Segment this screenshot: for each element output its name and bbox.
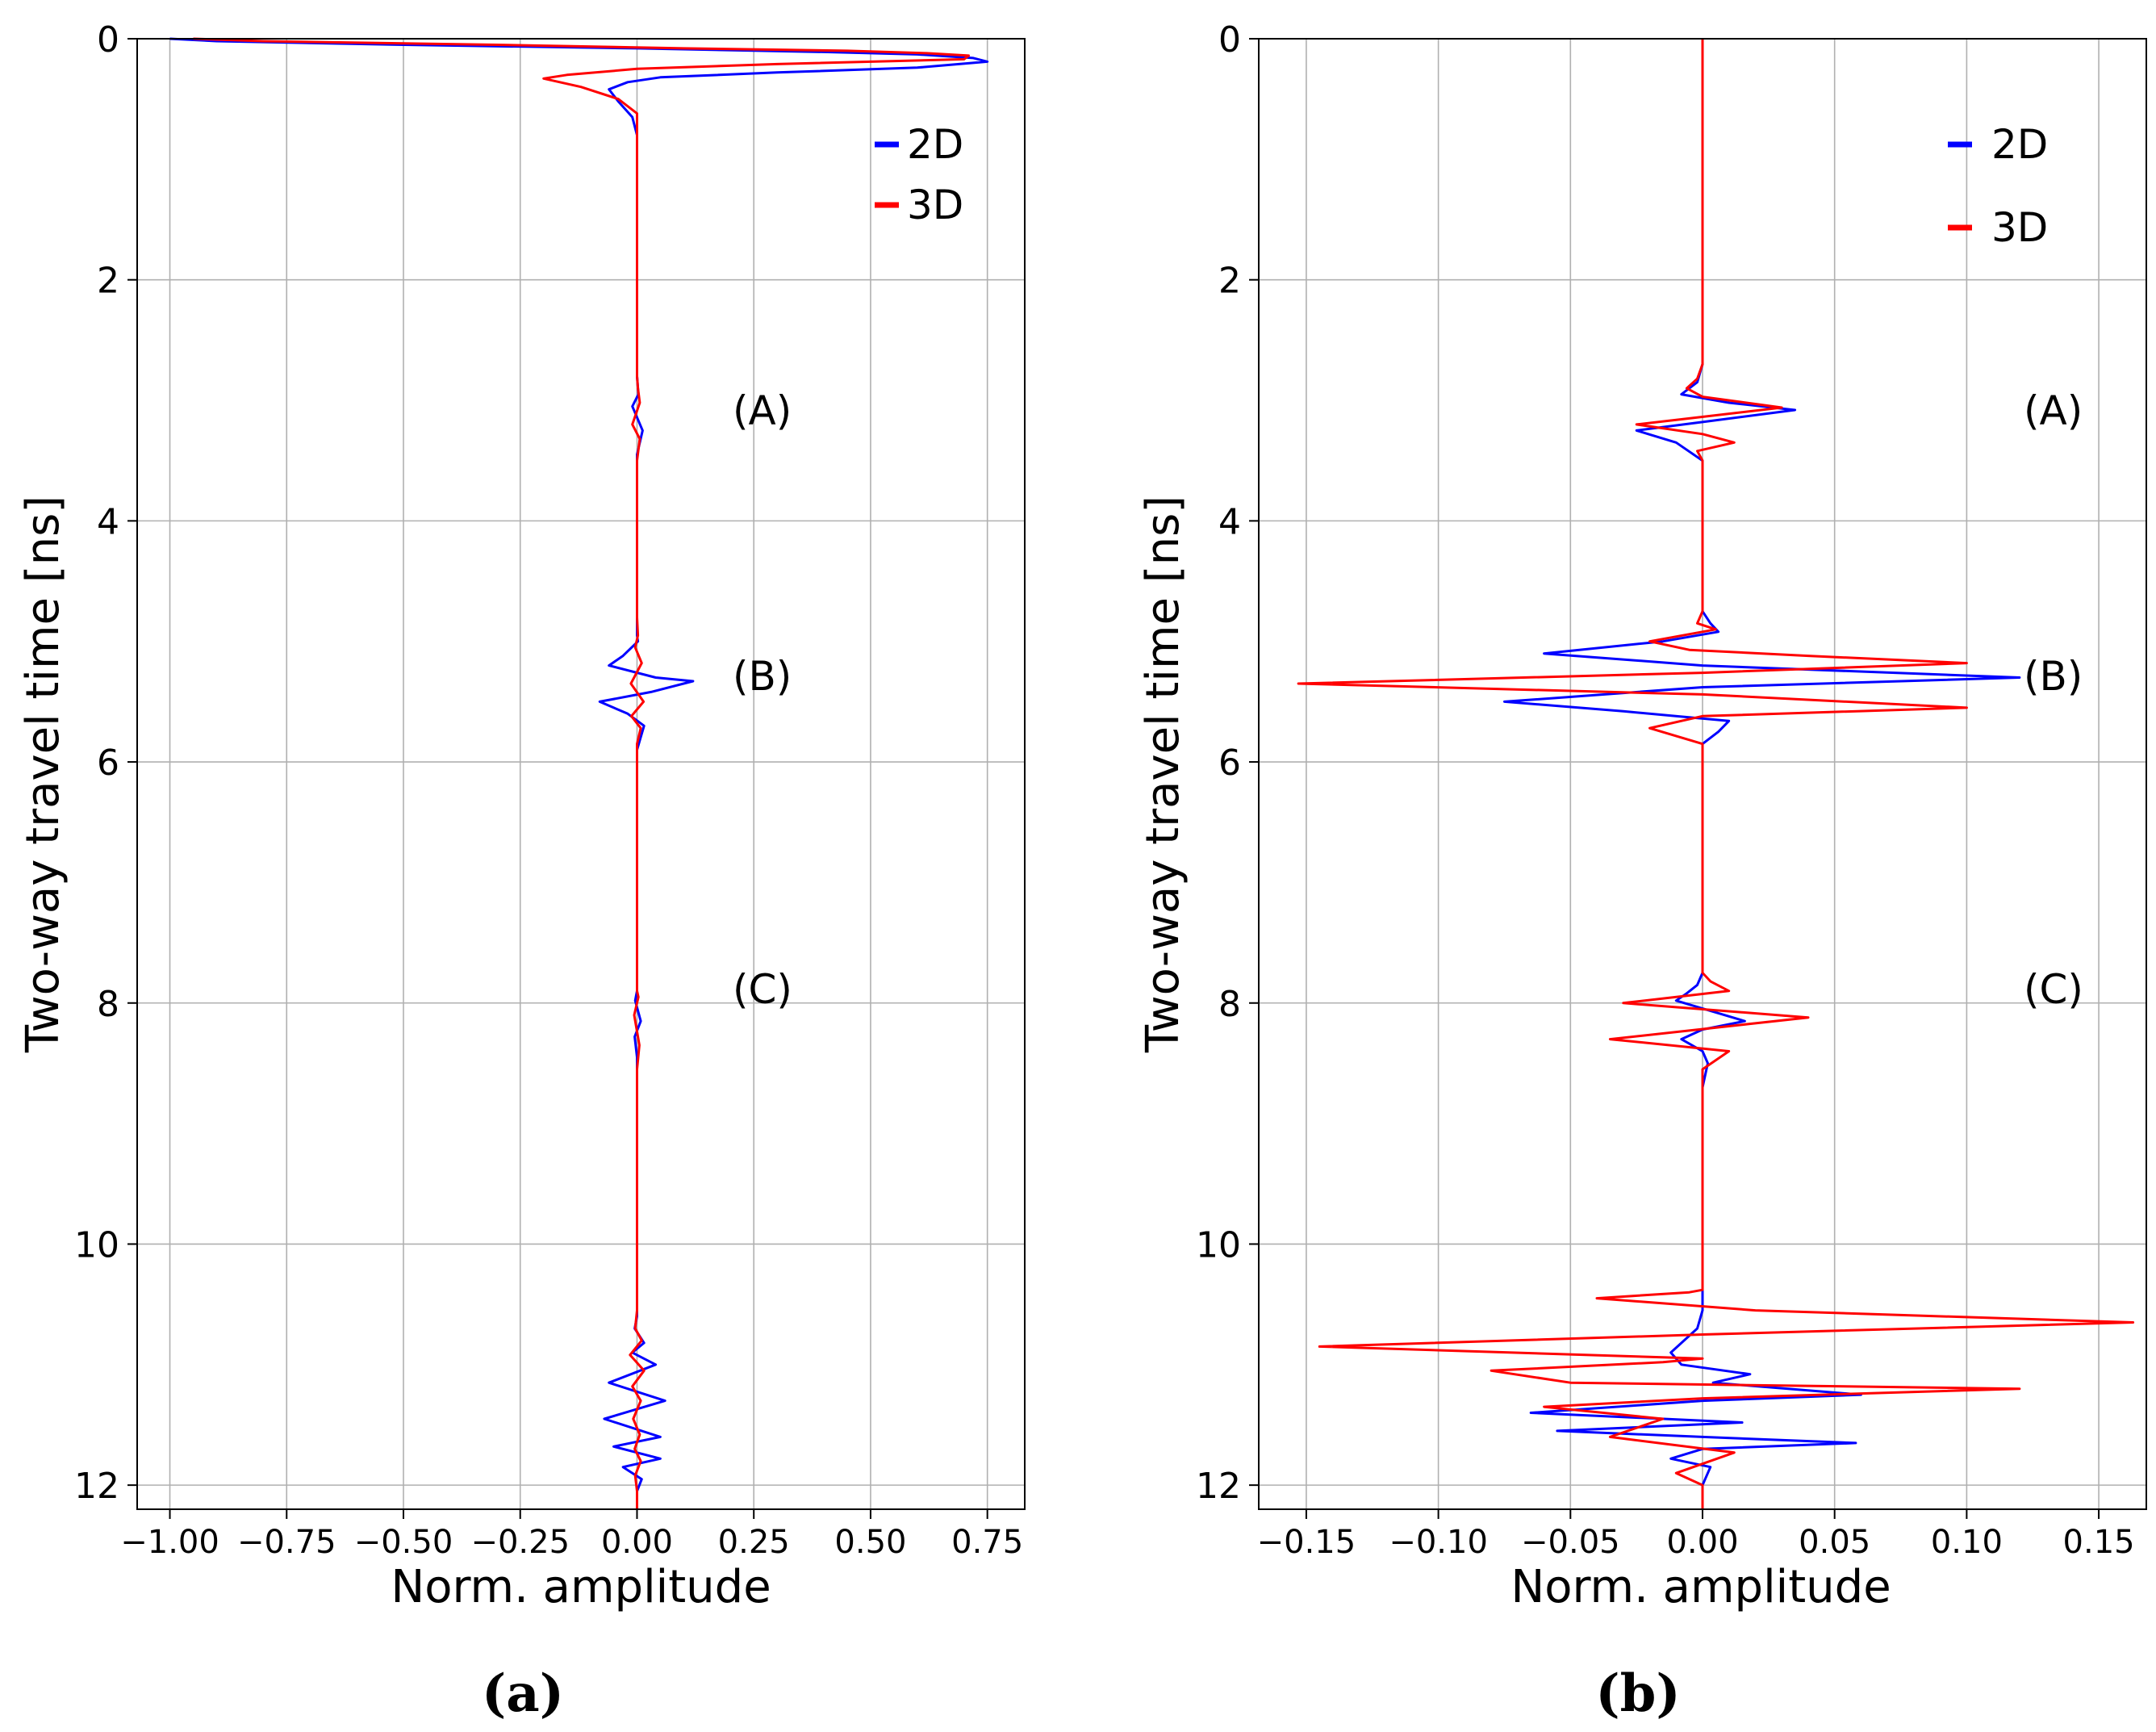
annotation-a: (A) [733, 387, 792, 434]
x-tick-label: 0.00 [1666, 1524, 1738, 1561]
y-tick-label: 0 [1218, 19, 1241, 61]
x-tick-label: 0.05 [1799, 1524, 1870, 1561]
y-tick-label: 6 [97, 743, 119, 784]
y-tick-label: 4 [1218, 501, 1241, 542]
panel-a: −1.00 −0.75 −0.50 −0.25 0.00 0.25 0.50 0.75 0 2 4… [17, 19, 1026, 1724]
legend-label-2d: 2D [907, 121, 963, 168]
x-tick-label: 0.25 [718, 1524, 790, 1561]
x-tick-label: −0.05 [1521, 1524, 1620, 1561]
y-tick-label: 0 [97, 19, 119, 61]
y-tick-label: 8 [1218, 984, 1241, 1025]
annotation-b: (B) [2024, 653, 2083, 700]
x-ticks: −1.00 −0.75 −0.50 −0.25 0.00 0.25 0.50 0.75 [120, 1509, 1023, 1561]
legend: 2D 3D [1948, 121, 2048, 251]
x-tick-label: −0.75 [237, 1524, 336, 1561]
x-tick-label: −1.00 [120, 1524, 219, 1561]
x-tick-label: −0.50 [354, 1524, 453, 1561]
y-axis-label: Two-way travel time [ns] [17, 496, 69, 1053]
x-axis-label: Norm. amplitude [1510, 1561, 1891, 1613]
series-group [169, 37, 989, 1509]
panel-label-a: (a) [482, 1663, 564, 1724]
y-tick-label: 10 [74, 1224, 119, 1266]
y-tick-label: 8 [97, 984, 119, 1025]
series-line-2d [1503, 39, 2021, 1509]
x-tick-label: 0.10 [1931, 1524, 2003, 1561]
series-line-2d [169, 37, 989, 1509]
y-tick-label: 12 [1196, 1466, 1241, 1507]
y-tick-label: 2 [1218, 261, 1241, 302]
x-tick-label: −0.15 [1257, 1524, 1356, 1561]
x-tick-label: −0.10 [1389, 1524, 1488, 1561]
panel-label-b: (b) [1595, 1663, 1680, 1724]
legend: 2D 3D [875, 121, 963, 228]
y-tick-label: 2 [97, 261, 119, 302]
x-tick-label: 0.15 [2063, 1524, 2135, 1561]
y-axis-label: Two-way travel time [ns] [1137, 496, 1189, 1053]
series-line-3d [1297, 39, 2135, 1509]
x-tick-label: 0.75 [951, 1524, 1023, 1561]
annotation-a: (A) [2024, 387, 2083, 434]
series-line-3d [193, 37, 970, 1509]
x-axis-label: Norm. amplitude [391, 1561, 771, 1613]
panel-b: −0.15 −0.10 −0.05 0.00 0.05 0.10 0.15 0 2 4 6 8 10 1… [1137, 19, 2147, 1724]
x-tick-label: 0.00 [601, 1524, 673, 1561]
x-tick-label: −0.25 [470, 1524, 570, 1561]
plot-area [137, 39, 1025, 1509]
y-ticks: 0 2 4 6 8 10 12 [74, 19, 137, 1507]
y-tick-label: 10 [1196, 1224, 1241, 1266]
annotation-b: (B) [733, 653, 792, 700]
y-tick-label: 4 [97, 501, 119, 542]
y-tick-label: 6 [1218, 743, 1241, 784]
legend-label-3d: 3D [907, 182, 963, 228]
y-tick-label: 12 [74, 1466, 119, 1507]
x-ticks: −0.15 −0.10 −0.05 0.00 0.05 0.10 0.15 [1257, 1509, 2135, 1561]
series-group [1297, 39, 2135, 1509]
x-tick-label: 0.50 [834, 1524, 906, 1561]
axes-frame [136, 38, 1026, 1510]
annotation-c: (C) [733, 966, 792, 1013]
annotation-c: (C) [2024, 966, 2083, 1013]
legend-label-3d: 3D [1991, 204, 2048, 251]
legend-label-2d: 2D [1991, 121, 2048, 168]
y-ticks: 0 2 4 6 8 10 12 [1196, 19, 1259, 1507]
